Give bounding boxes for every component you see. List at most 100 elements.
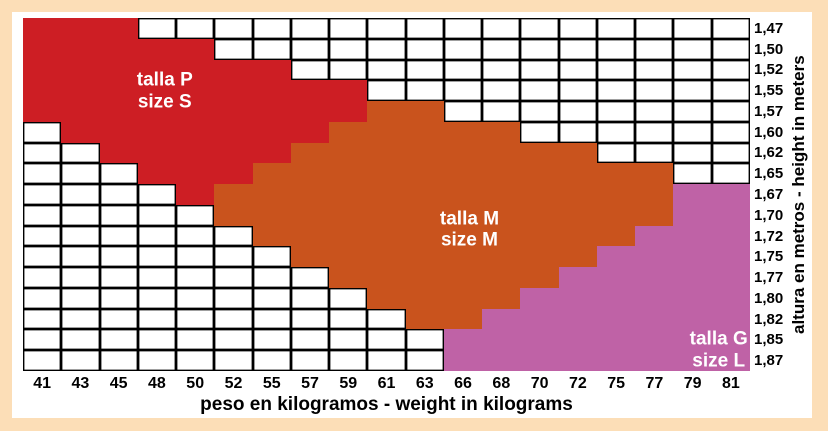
grid-cell — [367, 267, 406, 288]
grid-cell — [61, 142, 100, 164]
grid-cell — [214, 163, 253, 185]
grid-cell — [673, 287, 712, 309]
grid-cell — [329, 80, 368, 102]
grid-cell — [596, 308, 636, 330]
grid-cell — [711, 204, 750, 226]
grid-cell — [99, 267, 138, 288]
y-tick-label: 1,77 — [754, 269, 784, 287]
y-tick-label: 1,62 — [754, 144, 784, 162]
grid-cell — [367, 308, 406, 330]
grid-cell — [596, 142, 636, 164]
grid-cell — [711, 267, 750, 288]
grid-cell — [137, 121, 177, 143]
grid-cell — [137, 308, 177, 330]
grid-cell — [329, 350, 368, 371]
grid-cell — [99, 80, 138, 102]
grid-cell — [635, 267, 674, 288]
grid-cell — [596, 163, 636, 185]
grid-cell — [558, 246, 597, 268]
grid-cell — [214, 329, 253, 351]
x-tick-label: 77 — [645, 375, 664, 392]
grid-cell — [290, 18, 330, 39]
grid-cell — [329, 59, 368, 81]
grid-cell — [290, 184, 330, 205]
grid-cell — [443, 80, 483, 102]
grid-cell — [520, 163, 559, 185]
grid-cell — [482, 184, 521, 205]
grid-cell — [176, 163, 215, 185]
grid-cell — [520, 18, 559, 39]
grid-cell — [176, 287, 215, 309]
grid-cell — [329, 308, 368, 330]
grid-cell — [99, 204, 138, 226]
grid-cell — [61, 101, 100, 122]
grid-cell — [443, 184, 483, 205]
grid-cell — [214, 267, 253, 288]
grid-cell — [214, 18, 253, 39]
grid-cell — [673, 59, 712, 81]
grid-cell — [23, 18, 62, 39]
grid-cell — [99, 38, 138, 60]
grid-cell — [635, 204, 674, 226]
grid-cell — [252, 246, 291, 268]
grid-cell — [214, 59, 253, 81]
grid-cell — [443, 204, 483, 226]
grid-cell — [329, 204, 368, 226]
grid-cell — [329, 225, 368, 247]
grid-cell — [635, 308, 674, 330]
x-axis-ticks: 41 43 45 48 50 52 55 57 59 61 63 66 68 70 72 75 77 79 81 — [23, 375, 750, 392]
grid-cell — [137, 246, 177, 268]
grid-cell — [520, 184, 559, 205]
grid-cell — [290, 80, 330, 102]
grid-cell — [520, 59, 559, 81]
grid-cell — [443, 142, 483, 164]
grid-cell — [214, 287, 253, 309]
grid-cell — [520, 142, 559, 164]
grid-cell — [176, 329, 215, 351]
grid-cell — [137, 38, 177, 60]
grid-cell — [482, 142, 521, 164]
y-tick-label: 1,85 — [754, 331, 784, 349]
grid-cell — [99, 18, 138, 39]
y-tick-label: 1,75 — [754, 248, 784, 266]
grid-cell — [673, 101, 712, 122]
grid-cell — [711, 329, 750, 351]
grid-cell — [405, 267, 444, 288]
grid-cell — [711, 18, 750, 39]
grid-cell — [635, 287, 674, 309]
grid-cell — [596, 80, 636, 102]
grid-cell — [443, 121, 483, 143]
grid-cell — [443, 18, 483, 39]
grid-cell — [520, 267, 559, 288]
grid-cell — [558, 350, 597, 371]
size-m-label-line2: size M — [440, 229, 498, 251]
grid-cell — [673, 38, 712, 60]
grid-cell — [23, 121, 62, 143]
grid-cell — [99, 163, 138, 185]
grid-cell — [176, 350, 215, 371]
grid-cell — [596, 350, 636, 371]
grid-cell — [367, 59, 406, 81]
grid-cell — [214, 308, 253, 330]
grid-cell — [176, 121, 215, 143]
grid-cell — [367, 18, 406, 39]
grid-cell — [290, 329, 330, 351]
grid-cell — [290, 246, 330, 268]
grid-cell — [329, 246, 368, 268]
grid-cell — [367, 204, 406, 226]
y-tick-label: 1,80 — [754, 289, 784, 307]
grid-cell — [405, 142, 444, 164]
grid-cell — [176, 142, 215, 164]
grid-cell — [443, 225, 483, 247]
grid-cell — [290, 59, 330, 81]
y-tick-label: 1,52 — [754, 61, 784, 79]
grid-cell — [137, 80, 177, 102]
grid-cell — [711, 225, 750, 247]
grid-cell — [367, 101, 406, 122]
grid-cell — [252, 308, 291, 330]
grid-cell — [673, 204, 712, 226]
grid-cell — [711, 184, 750, 205]
grid-cell — [329, 163, 368, 185]
x-tick-label: 66 — [454, 375, 472, 392]
